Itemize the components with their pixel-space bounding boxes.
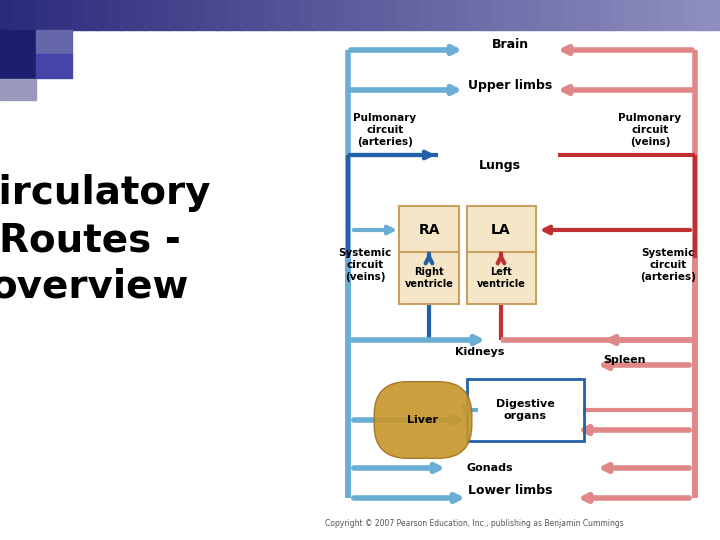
- FancyBboxPatch shape: [467, 252, 536, 304]
- Text: Circulatory
Routes -
overview: Circulatory Routes - overview: [0, 174, 210, 306]
- Bar: [564, 0, 577, 30]
- Bar: [636, 0, 649, 30]
- Bar: [48, 0, 61, 30]
- FancyBboxPatch shape: [467, 206, 536, 254]
- Bar: [0, 0, 13, 30]
- Bar: [504, 0, 517, 30]
- Bar: [72, 0, 85, 30]
- Bar: [240, 0, 253, 30]
- Bar: [312, 0, 325, 30]
- Bar: [0, 30, 36, 78]
- Bar: [300, 0, 313, 30]
- Bar: [648, 0, 661, 30]
- Text: Liver: Liver: [408, 415, 438, 425]
- FancyBboxPatch shape: [399, 252, 459, 304]
- Text: RA: RA: [418, 223, 440, 237]
- Bar: [264, 0, 277, 30]
- Bar: [324, 0, 337, 30]
- Bar: [156, 0, 169, 30]
- Bar: [708, 0, 720, 30]
- Bar: [468, 0, 481, 30]
- Bar: [0, 79, 36, 100]
- Bar: [36, 0, 49, 30]
- Bar: [180, 0, 193, 30]
- Text: Pulmonary
circuit
(veins): Pulmonary circuit (veins): [618, 113, 682, 146]
- Text: Lower limbs: Lower limbs: [468, 483, 552, 496]
- Text: Gonads: Gonads: [467, 463, 513, 473]
- Text: Systemic
circuit
(veins): Systemic circuit (veins): [338, 248, 392, 281]
- Bar: [36, 30, 72, 53]
- Bar: [132, 0, 145, 30]
- Bar: [216, 0, 229, 30]
- Bar: [660, 0, 673, 30]
- Bar: [192, 0, 205, 30]
- Bar: [384, 0, 397, 30]
- FancyBboxPatch shape: [399, 206, 459, 254]
- Bar: [360, 0, 373, 30]
- Bar: [696, 0, 709, 30]
- Bar: [252, 0, 265, 30]
- Bar: [420, 0, 433, 30]
- Text: Brain: Brain: [492, 38, 528, 51]
- Bar: [276, 0, 289, 30]
- Bar: [444, 0, 457, 30]
- Text: Kidneys: Kidneys: [455, 347, 505, 357]
- Bar: [96, 0, 109, 30]
- Text: Upper limbs: Upper limbs: [468, 78, 552, 91]
- Text: Systemic
circuit
(arteries): Systemic circuit (arteries): [640, 248, 696, 281]
- Bar: [684, 0, 697, 30]
- Bar: [588, 0, 601, 30]
- Bar: [408, 0, 421, 30]
- Bar: [204, 0, 217, 30]
- Bar: [600, 0, 613, 30]
- Bar: [84, 0, 97, 30]
- Text: Spleen: Spleen: [604, 355, 647, 365]
- Bar: [120, 0, 133, 30]
- Bar: [336, 0, 349, 30]
- Bar: [12, 0, 25, 30]
- Bar: [36, 54, 72, 78]
- Bar: [432, 0, 445, 30]
- Bar: [624, 0, 637, 30]
- Bar: [228, 0, 241, 30]
- Text: LA: LA: [491, 223, 510, 237]
- Bar: [396, 0, 409, 30]
- Bar: [516, 0, 529, 30]
- Bar: [144, 0, 157, 30]
- Text: Lungs: Lungs: [479, 159, 521, 172]
- Bar: [480, 0, 493, 30]
- Bar: [24, 0, 37, 30]
- Bar: [612, 0, 625, 30]
- Bar: [168, 0, 181, 30]
- Bar: [576, 0, 589, 30]
- Bar: [60, 0, 73, 30]
- Bar: [456, 0, 469, 30]
- Bar: [348, 0, 361, 30]
- Bar: [492, 0, 505, 30]
- Bar: [528, 0, 541, 30]
- Bar: [372, 0, 385, 30]
- Bar: [288, 0, 301, 30]
- Text: Left
ventricle: Left ventricle: [477, 267, 526, 289]
- Text: Digestive
organs: Digestive organs: [495, 399, 554, 421]
- Text: Pulmonary
circuit
(arteries): Pulmonary circuit (arteries): [354, 113, 417, 146]
- Bar: [672, 0, 685, 30]
- Bar: [540, 0, 553, 30]
- Bar: [552, 0, 565, 30]
- Text: Copyright © 2007 Pearson Education, Inc., publishing as Benjamin Cummings: Copyright © 2007 Pearson Education, Inc.…: [325, 519, 624, 529]
- Bar: [108, 0, 121, 30]
- Text: Right
ventricle: Right ventricle: [405, 267, 454, 289]
